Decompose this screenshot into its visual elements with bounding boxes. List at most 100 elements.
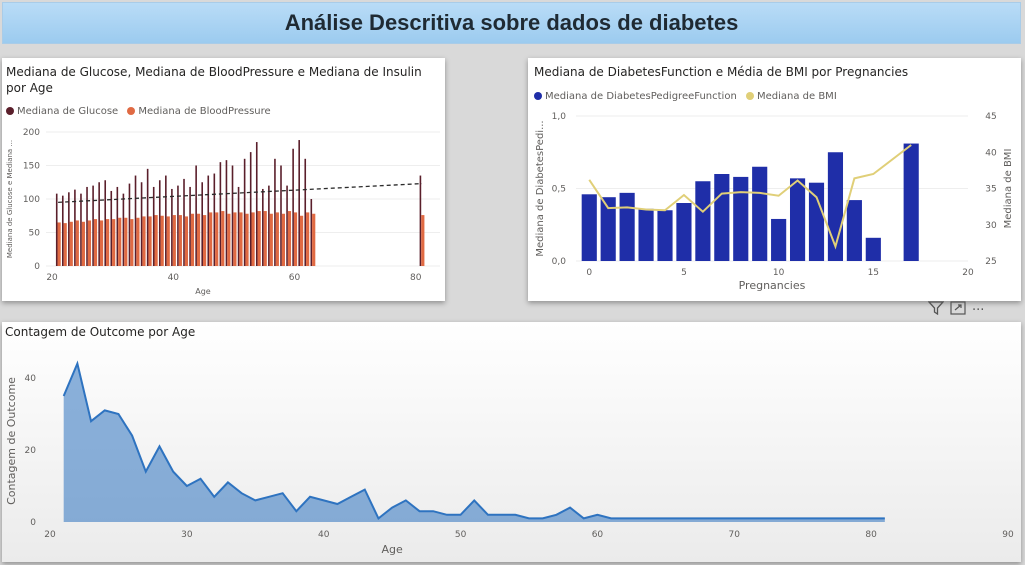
chart1-bar-bloodpressure [178, 215, 182, 266]
diabetes-bmi-card[interactable]: Mediana de DiabetesFunction e Média de B… [528, 58, 1021, 301]
chart2-plot: 0,0 0,5 1,0 25 30 35 40 45 0 5 10 15 20 Pregnancies Me… [535, 112, 1014, 292]
chart1-bar-glucose [419, 175, 422, 266]
chart1-ylabel: Mediana de Glucose e Mediana ... [6, 140, 14, 258]
chart1-bar-glucose [165, 175, 167, 266]
chart2-bar-diabetes [733, 176, 749, 261]
chart1-bar-bloodpressure [184, 216, 189, 266]
more-options-button[interactable]: ··· [972, 302, 985, 318]
chart1-bar-bloodpressure [233, 212, 237, 266]
chart1-bar-bloodpressure [142, 216, 146, 266]
chart1-bar-bloodpressure [215, 212, 219, 266]
chart3-plot: 0 20 40 20 30 40 50 60 70 80 90 Age Contagem de Outc… [5, 360, 1014, 556]
chart1-bar-bloodpressure [172, 215, 176, 266]
chart1-bar-glucose [158, 180, 161, 266]
chart1-ytick: 200 [23, 128, 40, 138]
chart1-bar-bloodpressure [263, 211, 267, 266]
chart2-y2tick: 35 [985, 185, 996, 195]
chart1-bar-glucose [74, 189, 76, 266]
chart1-bar-bloodpressure [166, 216, 170, 266]
chart3-xtick: 80 [865, 530, 877, 540]
chart2-xtick: 0 [586, 268, 592, 278]
chart3-ytick: 20 [25, 446, 37, 456]
chart1-bar-bloodpressure [275, 212, 279, 266]
chart1-legend: Mediana de Glucose Mediana de BloodPress… [6, 106, 277, 117]
chart1-bar-glucose [304, 158, 307, 266]
chart1-bar-glucose [310, 199, 313, 266]
chart1-bar-glucose [146, 168, 149, 266]
chart1-title: Mediana de Glucose, Mediana de BloodPres… [6, 65, 422, 95]
chart1-bar-glucose [86, 186, 88, 266]
chart2-ylabel: Mediana de DiabetesPedi... [535, 120, 546, 256]
outcome-by-age-card[interactable]: Contagem de Outcome por Age 0 20 40 20 30 40 5… [2, 322, 1021, 562]
chart1-bar-glucose [122, 193, 125, 266]
chart2-bar-diabetes [903, 143, 919, 261]
page-title-banner: Análise Descritiva sobre dados de diabet… [2, 2, 1021, 44]
chart2-ytick: 0,5 [552, 185, 566, 195]
focus-mode-icon[interactable] [950, 301, 966, 319]
chart1-bar-glucose [68, 192, 70, 266]
chart1-bar-bloodpressure [112, 219, 116, 266]
chart1-xtick: 40 [168, 273, 180, 283]
chart2-y2tick: 45 [985, 112, 996, 122]
glucose-bp-insulin-card[interactable]: Mediana de Glucose, Mediana de BloodPres… [2, 58, 445, 301]
chart1-bar-glucose [92, 185, 94, 266]
chart1-bar-bloodpressure [257, 211, 261, 266]
chart1-bar-bloodpressure [99, 220, 104, 266]
chart2-bar-diabetes [771, 218, 787, 261]
legend-dot-bmi [745, 92, 754, 100]
chart1-plot: 0 50 100 150 200 20 40 60 80 Age Mediana de Glucos… [6, 128, 440, 296]
chart1-ytick: 100 [23, 195, 40, 205]
chart2-legend: Mediana de DiabetesPedigreeFunction Medi… [534, 91, 843, 102]
filter-icon[interactable] [927, 301, 945, 319]
chart3-xtick: 40 [318, 530, 330, 540]
chart1-line-insulin [58, 182, 422, 203]
chart1-bar-bloodpressure [251, 212, 255, 266]
chart1-ytick: 50 [29, 229, 41, 239]
chart3-area [63, 363, 885, 522]
chart1-bar-glucose [128, 183, 131, 266]
legend-dot-bloodpressure [127, 107, 136, 115]
chart1-bar-bloodpressure [130, 219, 134, 266]
chart1-bar-bloodpressure [148, 216, 152, 266]
legend-diabetes: Mediana de DiabetesPedigreeFunction [545, 91, 737, 102]
chart1-bar-bloodpressure [124, 217, 128, 266]
chart1-bar-glucose [55, 193, 58, 266]
chart1-xtick: 60 [289, 273, 301, 283]
chart1-bar-bloodpressure [287, 211, 292, 266]
chart2-bar-diabetes [846, 200, 862, 261]
legend-dot-glucose [6, 107, 14, 115]
chart1-bar-bloodpressure [81, 221, 85, 266]
chart1-bar-bloodpressure [196, 213, 201, 266]
chart2-bar-diabetes [600, 197, 616, 261]
chart1-bar-glucose [225, 160, 228, 266]
chart2-bar-diabetes [657, 210, 673, 261]
chart2-bar-diabetes [619, 192, 635, 261]
chart1-bar-bloodpressure [136, 217, 140, 266]
chart1-bar-glucose [286, 185, 288, 266]
chart2-y2tick: 40 [985, 148, 997, 158]
legend-dot-diabetes [534, 92, 542, 100]
chart1-bar-glucose [201, 182, 203, 266]
chart1-bar-bloodpressure [63, 223, 67, 266]
chart1-bar-glucose [183, 178, 185, 266]
chart1-bar-bloodpressure [75, 220, 79, 266]
chart1-xtick: 80 [410, 273, 422, 283]
chart3-xlabel: Age [382, 543, 404, 556]
legend-bmi: Mediana de BMI [756, 91, 837, 102]
chart2-bar-diabetes [714, 174, 730, 261]
chart1-bar-glucose [195, 165, 197, 266]
chart1-bar-glucose [280, 165, 282, 266]
chart1-bar-glucose [243, 158, 246, 266]
chart1-bar-glucose [268, 185, 270, 266]
chart1-bar-glucose [237, 186, 240, 266]
chart2-bar-diabetes [638, 208, 654, 261]
chart1-bar-bloodpressure [299, 215, 304, 266]
chart1-bar-bloodpressure [57, 222, 61, 266]
chart1-xlabel: Age [195, 287, 211, 296]
chart1-bar-glucose [61, 195, 64, 266]
chart1-bar-bloodpressure [106, 219, 110, 266]
chart1-ytick: 150 [23, 162, 40, 172]
chart1-bar-glucose [98, 182, 100, 266]
chart2-title: Mediana de DiabetesFunction e Média de B… [534, 65, 909, 79]
visual-header-toolbar: ··· [927, 300, 1018, 320]
